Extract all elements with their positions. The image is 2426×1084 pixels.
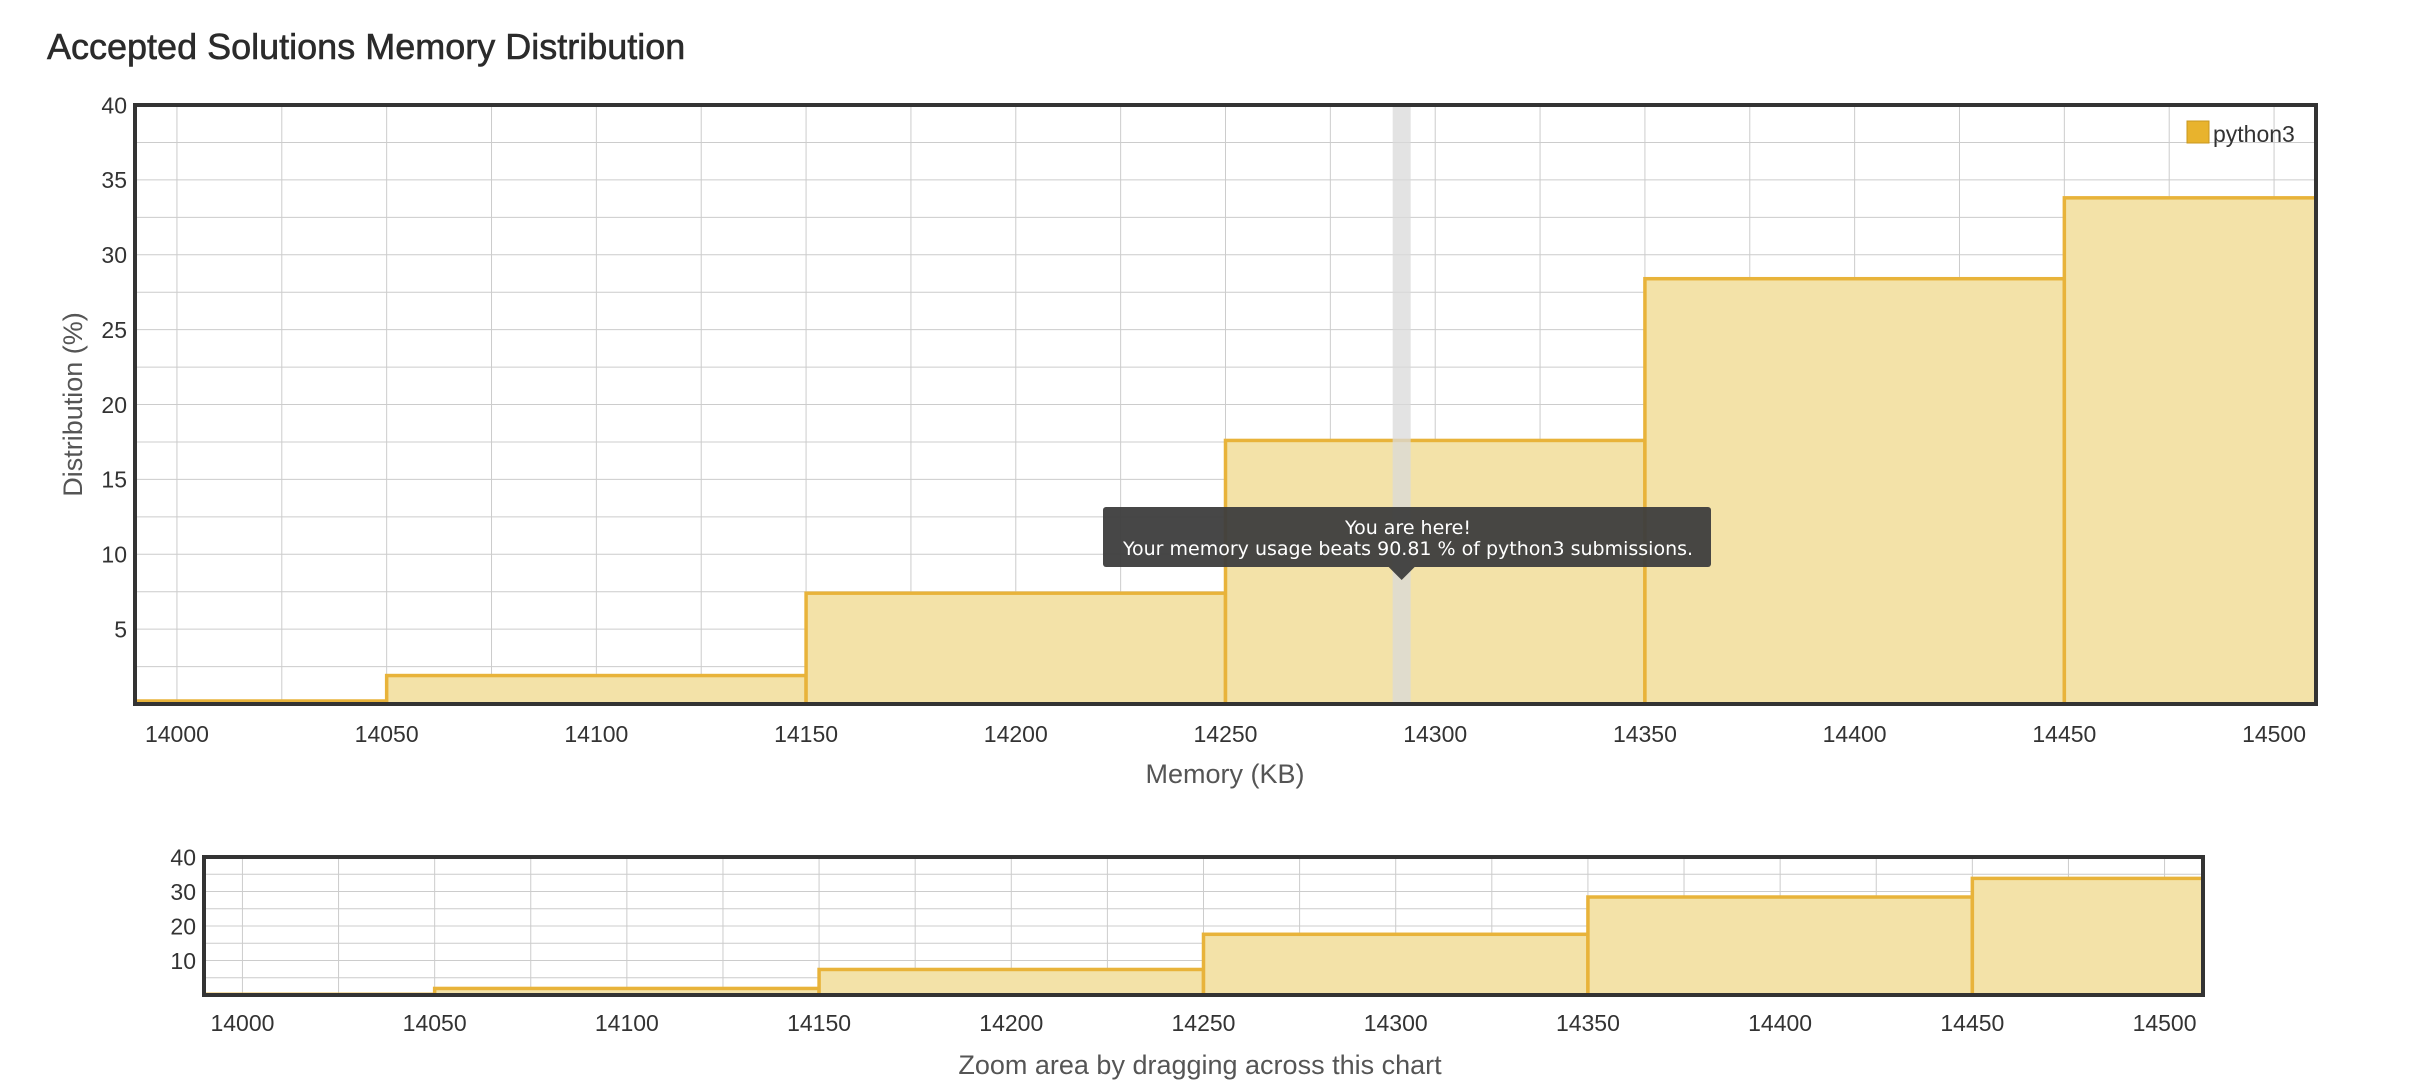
histogram-bar[interactable] [1201, 932, 1590, 997]
y-axis-title: Distribution (%) [58, 312, 88, 497]
x-tick-label: 14300 [1403, 721, 1467, 747]
y-tick-label: 5 [114, 616, 127, 642]
histogram-bar[interactable] [1643, 276, 2067, 706]
x-tick-label: 14500 [2242, 721, 2306, 747]
x-tick-label: 14050 [355, 721, 419, 747]
histogram-bar[interactable] [384, 673, 808, 706]
histogram-bar[interactable] [804, 591, 1228, 706]
y-tick-label: 15 [101, 467, 127, 493]
x-tick-label: 14450 [2032, 721, 2096, 747]
y-tick-label: 30 [170, 879, 196, 905]
y-tick-label: 20 [170, 913, 196, 939]
overview-chart[interactable]: 10 20 30 40 14000 14050 14100 14150 14200 14250 14… [170, 844, 2205, 1080]
x-tick-label: 14000 [210, 1010, 274, 1036]
x-tick-label: 14350 [1556, 1010, 1620, 1036]
histogram-bar[interactable] [817, 967, 1206, 997]
page-title: Accepted Solutions Memory Distribution [47, 26, 686, 68]
histogram-bar[interactable] [2062, 196, 2318, 706]
x-tick-label: 14000 [145, 721, 209, 747]
y-tick-label: 30 [101, 242, 127, 268]
x-tick-label: 14150 [787, 1010, 851, 1036]
y-tick-label: 40 [170, 844, 196, 870]
histogram-bar[interactable] [1223, 438, 1647, 706]
x-tick-label: 14500 [2133, 1010, 2197, 1036]
plot-frame [202, 855, 2205, 997]
x-tick-label: 14100 [595, 1010, 659, 1036]
x-axis-title: Memory (KB) [1145, 759, 1304, 789]
legend[interactable]: python3 [2186, 120, 2295, 147]
x-tick-label: 14250 [1172, 1010, 1236, 1036]
x-tick-label: 14400 [1748, 1010, 1812, 1036]
you-are-here-marker [1392, 107, 1411, 702]
x-axis-title: Zoom area by dragging across this chart [958, 1050, 1442, 1080]
y-tick-label: 25 [101, 317, 127, 343]
tooltip-pointer [1388, 567, 1415, 580]
y-tick-label: 20 [101, 392, 127, 418]
x-tick-label: 14450 [1940, 1010, 2004, 1036]
x-tick-label: 14150 [774, 721, 838, 747]
y-tick-label: 35 [101, 167, 127, 193]
x-tick-label: 14300 [1364, 1010, 1428, 1036]
histogram-bar[interactable] [1586, 895, 1975, 997]
x-tick-label: 14200 [979, 1010, 1043, 1036]
y-tick-label: 40 [101, 92, 127, 118]
legend-label: python3 [2213, 121, 2295, 147]
x-tick-label: 14100 [564, 721, 628, 747]
main-chart[interactable]: 5 10 15 20 25 30 35 40 14000 14050 14100 14150 14200… [58, 92, 2318, 789]
tooltip-box [1103, 507, 1711, 567]
plot-frame [133, 103, 2318, 706]
x-tick-label: 14200 [984, 721, 1048, 747]
x-tick-label: 14350 [1613, 721, 1677, 747]
tooltip-title: You are here! [1344, 517, 1471, 539]
legend-swatch [2186, 120, 2210, 144]
histogram-bar[interactable] [1970, 876, 2205, 997]
y-tick-label: 10 [170, 948, 196, 974]
tooltip-message: Your memory usage beats 90.81 % of pytho… [1122, 538, 1693, 560]
x-tick-label: 14400 [1823, 721, 1887, 747]
x-tick-label: 14250 [1194, 721, 1258, 747]
y-tick-label: 10 [101, 542, 127, 568]
tooltip: You are here!Your memory usage beats 90.… [1103, 507, 1711, 580]
x-tick-label: 14050 [403, 1010, 467, 1036]
